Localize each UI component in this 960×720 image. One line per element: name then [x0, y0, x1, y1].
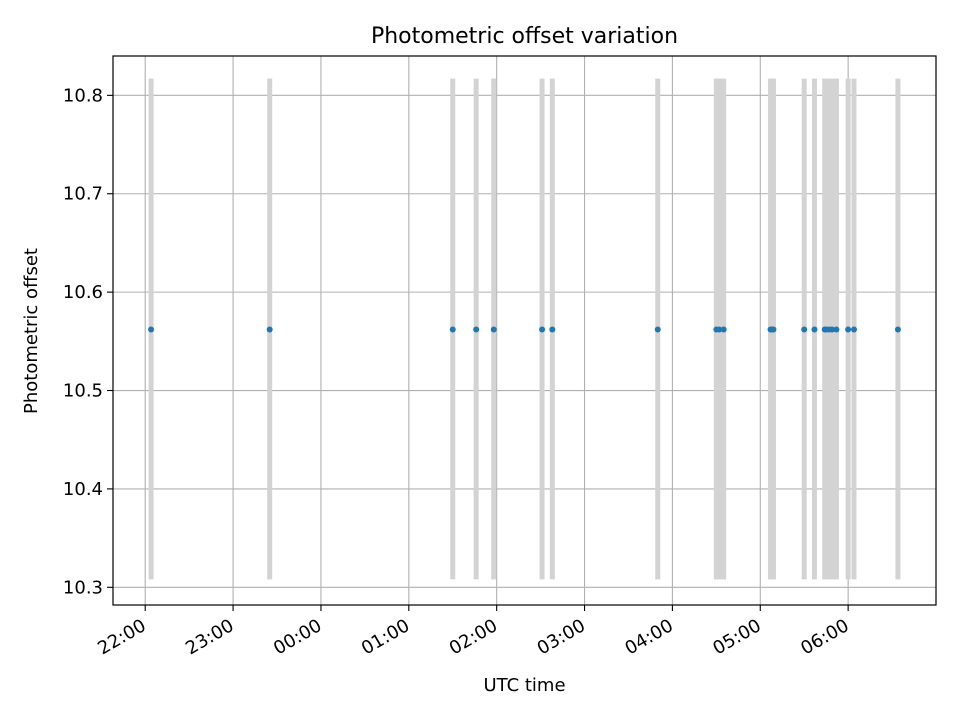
y-axis: 10.3 10.4 10.5 10.6 10.7 10.8	[63, 85, 113, 598]
data-point	[833, 326, 840, 333]
data-points	[148, 326, 901, 333]
data-point	[449, 326, 456, 333]
data-point	[716, 326, 723, 333]
data-point	[801, 326, 808, 333]
y-tick-label: 10.4	[63, 479, 103, 500]
data-point	[829, 326, 836, 333]
y-tick-label: 10.7	[63, 184, 103, 205]
data-point	[894, 326, 901, 333]
y-axis-label: Photometric offset	[21, 248, 42, 414]
plot-frame	[112, 55, 937, 606]
data-point	[549, 326, 556, 333]
data-point	[473, 326, 480, 333]
chart-title: Photometric offset variation	[371, 24, 678, 49]
data-point	[850, 326, 857, 333]
data-point	[654, 326, 661, 333]
plot-area	[113, 56, 936, 605]
data-point	[811, 326, 818, 333]
data-point	[266, 326, 273, 333]
x-axis-label: UTC time	[483, 675, 565, 696]
y-tick-label: 10.6	[63, 282, 103, 303]
data-point	[539, 326, 546, 333]
y-tick-label: 10.5	[63, 381, 103, 402]
data-point	[720, 326, 727, 333]
data-point	[148, 326, 155, 333]
data-point	[770, 326, 777, 333]
grid	[113, 56, 936, 605]
y-tick-label: 10.8	[63, 85, 103, 106]
y-tick-label: 10.3	[63, 577, 103, 598]
data-point	[845, 326, 852, 333]
data-point	[490, 326, 497, 333]
